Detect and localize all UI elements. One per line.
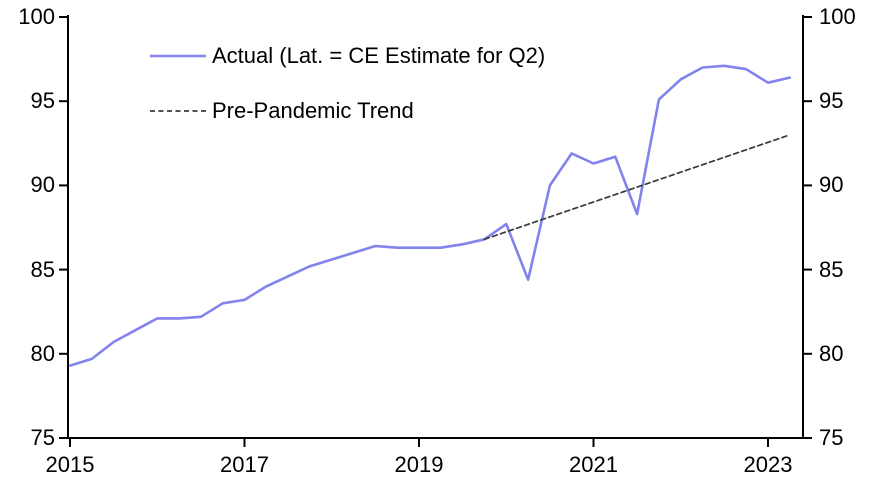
series-line-trend: [483, 134, 791, 241]
legend-solid-line-icon: [150, 54, 206, 58]
y-tick-label-right: 95: [819, 88, 844, 114]
y-tick-label-right: 80: [819, 340, 844, 366]
y-tick-label-left: 85: [30, 256, 55, 282]
y-tick-label-right: 90: [819, 172, 844, 198]
y-tick-label-left: 95: [30, 88, 55, 114]
y-tick-label-left: 80: [30, 340, 55, 366]
x-tick-label: 2019: [394, 452, 444, 477]
x-tick-label: 2023: [743, 452, 793, 477]
y-tick-label-left: 100: [18, 4, 55, 29]
y-tick-label-right: 85: [819, 256, 844, 282]
x-tick-label: 2015: [45, 452, 95, 477]
legend-item-trend: Pre-Pandemic Trend: [150, 89, 545, 133]
chart-legend: Actual (Lat. = CE Estimate for Q2) Pre-P…: [150, 34, 545, 144]
legend-item-actual: Actual (Lat. = CE Estimate for Q2): [150, 34, 545, 78]
series-line-actual: [68, 64, 792, 367]
y-tick-label-right: 75: [819, 425, 844, 450]
y-tick-label-left: 90: [30, 172, 55, 198]
x-tick-label: 2017: [220, 452, 269, 477]
y-tick-label-right: 100: [819, 4, 856, 29]
x-tick-label: 2021: [569, 452, 618, 477]
legend-label-actual: Actual (Lat. = CE Estimate for Q2): [212, 43, 546, 68]
legend-dashed-line-icon: [150, 110, 206, 112]
y-tick-label-left: 75: [30, 425, 55, 450]
legend-label-trend: Pre-Pandemic Trend: [212, 98, 414, 123]
